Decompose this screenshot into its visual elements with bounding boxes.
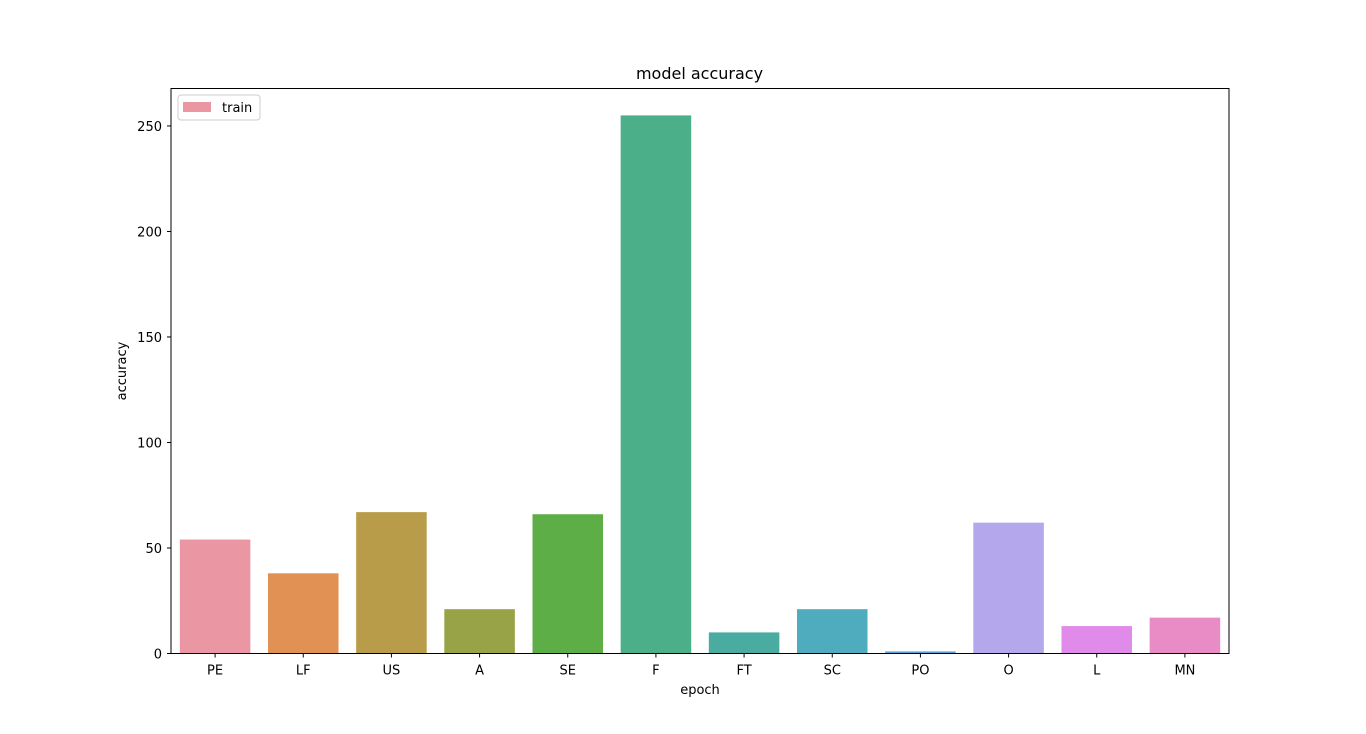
y-tick-label: 50	[145, 542, 162, 557]
x-tick-label: PE	[207, 664, 223, 679]
bar-f	[620, 115, 692, 654]
y-tick-label: 150	[137, 331, 162, 346]
bar-ft	[708, 632, 780, 654]
x-tick-label: SC	[824, 664, 841, 679]
y-tick-label: 200	[137, 225, 162, 240]
bar-pe	[179, 539, 251, 654]
bar-sc	[796, 609, 868, 654]
y-axis-label: accuracy	[115, 341, 130, 400]
bar-l	[1061, 626, 1133, 654]
x-tick-label: SE	[560, 664, 576, 679]
bar-po	[885, 651, 956, 654]
bar-us	[356, 512, 427, 654]
legend-swatch	[183, 102, 211, 112]
x-tick-label: L	[1093, 664, 1101, 679]
chart-title: model accuracy	[636, 64, 763, 83]
bars-group	[179, 115, 1221, 654]
y-tick-label: 0	[154, 648, 162, 663]
x-tick-label: FT	[736, 664, 751, 679]
x-tick-label: LF	[296, 664, 311, 679]
bar-mn	[1149, 617, 1221, 654]
x-tick-label: A	[475, 664, 484, 679]
y-tick-label: 250	[137, 120, 162, 135]
legend-label: train	[222, 101, 252, 116]
bar-se	[532, 514, 604, 654]
x-tick-label: PO	[911, 664, 929, 679]
y-tick-label: 100	[137, 436, 162, 451]
y-axis: 0 50 100 150 200 250	[137, 120, 171, 663]
legend: train	[177, 94, 261, 121]
x-tick-label: O	[1003, 664, 1013, 679]
legend-frame	[177, 94, 261, 121]
x-tick-label: US	[383, 664, 401, 679]
x-tick-label: F	[652, 664, 659, 679]
x-axis: PE LF US A SE F FT SC PO O L MN	[207, 653, 1195, 679]
bar-a	[444, 609, 515, 654]
x-axis-label: epoch	[680, 683, 720, 698]
x-tick-label: MN	[1174, 664, 1195, 679]
bar-o	[973, 522, 1044, 654]
bar-lf	[267, 573, 339, 654]
plot-frame	[170, 88, 1230, 654]
